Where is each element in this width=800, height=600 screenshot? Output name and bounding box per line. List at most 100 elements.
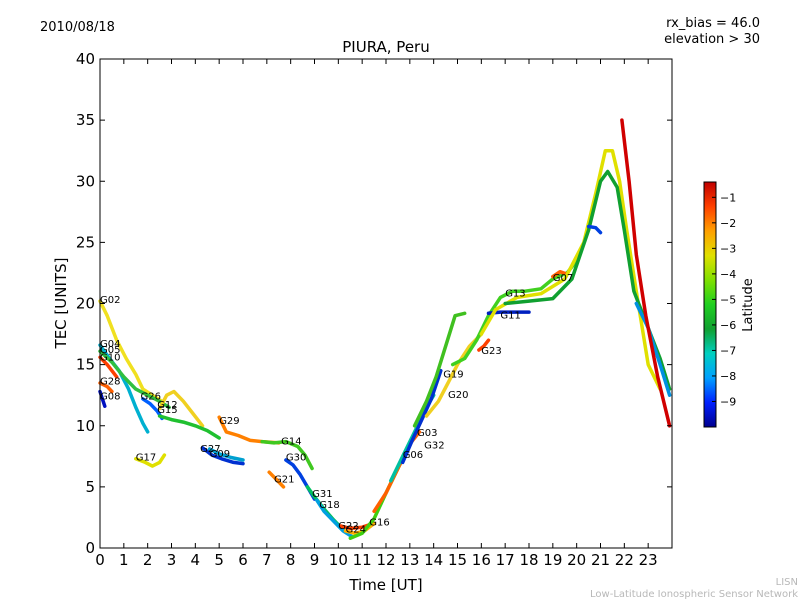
sat-label-g15: G15 xyxy=(157,405,177,416)
series-g27 xyxy=(200,446,245,466)
sat-label-g28: G28 xyxy=(100,377,120,388)
x-tick-label-12: 12 xyxy=(376,551,395,569)
x-tick-label-13: 13 xyxy=(400,551,419,569)
sat-label-g13: G13 xyxy=(505,289,525,300)
x-tick-label-2: 2 xyxy=(143,551,153,569)
x-tick-label-3: 3 xyxy=(167,551,177,569)
sat-label-g10: G10 xyxy=(100,352,120,363)
sat-label-g21: G21 xyxy=(274,475,294,486)
series-g07 xyxy=(551,269,569,279)
sat-label-g32: G32 xyxy=(424,440,444,451)
series-g10 xyxy=(98,355,119,379)
sat-label-g31: G31 xyxy=(312,489,332,500)
series-g01 xyxy=(503,169,672,391)
sat-label-g24: G24 xyxy=(346,525,366,536)
series-g12 xyxy=(157,389,205,428)
series-g03 xyxy=(400,368,443,465)
series-g02 xyxy=(98,299,164,404)
x-tick-label-22: 22 xyxy=(615,551,634,569)
series-g17 xyxy=(134,453,167,468)
sat-label-g18: G18 xyxy=(319,500,339,511)
sat-label-g14: G14 xyxy=(281,437,301,448)
series-g05 xyxy=(98,349,171,410)
colorbar-tick-label-3: −3 xyxy=(720,242,736,255)
series-g21 xyxy=(267,470,286,489)
colorbar-tick-label-8: −8 xyxy=(720,370,736,383)
sat-label-g23: G23 xyxy=(481,346,501,357)
x-tick-label-15: 15 xyxy=(448,551,467,569)
x-tick-label-1: 1 xyxy=(119,551,129,569)
y-tick-label-5: 5 xyxy=(85,478,95,496)
colorbar-tick-label-9: −9 xyxy=(720,395,736,408)
x-tick-label-16: 16 xyxy=(472,551,491,569)
series-g28 xyxy=(98,381,114,394)
series-g19 xyxy=(412,311,467,428)
sat-label-g07: G07 xyxy=(553,273,573,284)
x-axis-label: Time [UT] xyxy=(348,576,422,594)
x-tick-label-7: 7 xyxy=(262,551,272,569)
colorbar-gradient xyxy=(703,181,717,428)
x-tick-label-14: 14 xyxy=(424,551,443,569)
series-g23 xyxy=(477,338,491,352)
sat-label-g22: G22 xyxy=(338,521,358,532)
x-tick-label-6: 6 xyxy=(238,551,248,569)
colorbar-label: Latitude xyxy=(741,278,756,332)
y-tick-label-25: 25 xyxy=(76,233,95,251)
sat-label-g30: G30 xyxy=(286,453,306,464)
sat-label-g26: G26 xyxy=(141,391,161,402)
x-tick-label-11: 11 xyxy=(353,551,372,569)
sat-label-g06: G06 xyxy=(403,450,423,461)
plot-marks xyxy=(98,118,672,540)
series-g26b xyxy=(586,224,603,235)
x-axis: 0 1 2 3 4 5 6 7 8 9 10 11 12 13 14 15 16 17 18 19 20 21 22 23 xyxy=(95,59,658,569)
sat-label-g05: G05 xyxy=(100,345,120,356)
colorbar-tick-label-1: −1 xyxy=(720,191,736,204)
y-tick-label-40: 40 xyxy=(76,50,95,68)
series-g08 xyxy=(98,389,107,408)
sat-label-g27: G27 xyxy=(200,444,220,455)
x-tick-label-8: 8 xyxy=(286,551,296,569)
x-tick-label-21: 21 xyxy=(591,551,610,569)
sat-label-g03: G03 xyxy=(417,428,437,439)
series-g20 xyxy=(424,332,484,418)
sat-label-g19: G19 xyxy=(443,369,463,380)
x-tick-label-4: 4 xyxy=(191,551,201,569)
y-tick-label-10: 10 xyxy=(76,417,95,435)
sat-label-g02: G02 xyxy=(100,295,120,306)
colorbar-tick-label-5: −5 xyxy=(720,293,736,306)
x-tick-label-19: 19 xyxy=(543,551,562,569)
y-tick-label-35: 35 xyxy=(76,111,95,129)
rx-bias-note: rx_bias = 46.0 xyxy=(666,16,760,31)
sat-label-g09: G09 xyxy=(210,449,230,460)
series-g14 xyxy=(260,439,314,471)
colorbar-tick-label-6: −6 xyxy=(720,319,736,332)
sat-label-g11: G11 xyxy=(500,311,520,322)
series-g10b xyxy=(620,118,672,428)
series-g18 xyxy=(315,498,355,539)
x-tick-label-18: 18 xyxy=(519,551,538,569)
sat-label-g04: G04 xyxy=(100,339,120,350)
series-g22 xyxy=(338,523,372,531)
x-tick-label-9: 9 xyxy=(310,551,320,569)
footer-network: Low-Latitude Ionospheric Sensor Network xyxy=(590,589,798,600)
series-g08b xyxy=(634,301,672,397)
series-g13 xyxy=(450,258,579,367)
colorbar-tick-label-2: −2 xyxy=(720,217,736,230)
plot-frame xyxy=(99,58,673,549)
sat-label-g12: G12 xyxy=(157,400,177,411)
series-g25 xyxy=(479,148,662,391)
sat-label-g16: G16 xyxy=(369,517,389,528)
y-axis: 0 5 10 15 20 25 30 35 40 xyxy=(76,50,672,557)
y-tick-label-0: 0 xyxy=(85,539,95,557)
y-tick-label-15: 15 xyxy=(76,356,95,374)
x-tick-label-20: 20 xyxy=(567,551,586,569)
sat-label-g20: G20 xyxy=(448,390,468,401)
y-tick-label-30: 30 xyxy=(76,172,95,190)
series-g09 xyxy=(207,447,245,462)
x-tick-label-17: 17 xyxy=(496,551,515,569)
series-g15 xyxy=(157,414,221,440)
x-tick-label-0: 0 xyxy=(95,551,105,569)
chart-date: 2010/08/18 xyxy=(40,20,115,35)
